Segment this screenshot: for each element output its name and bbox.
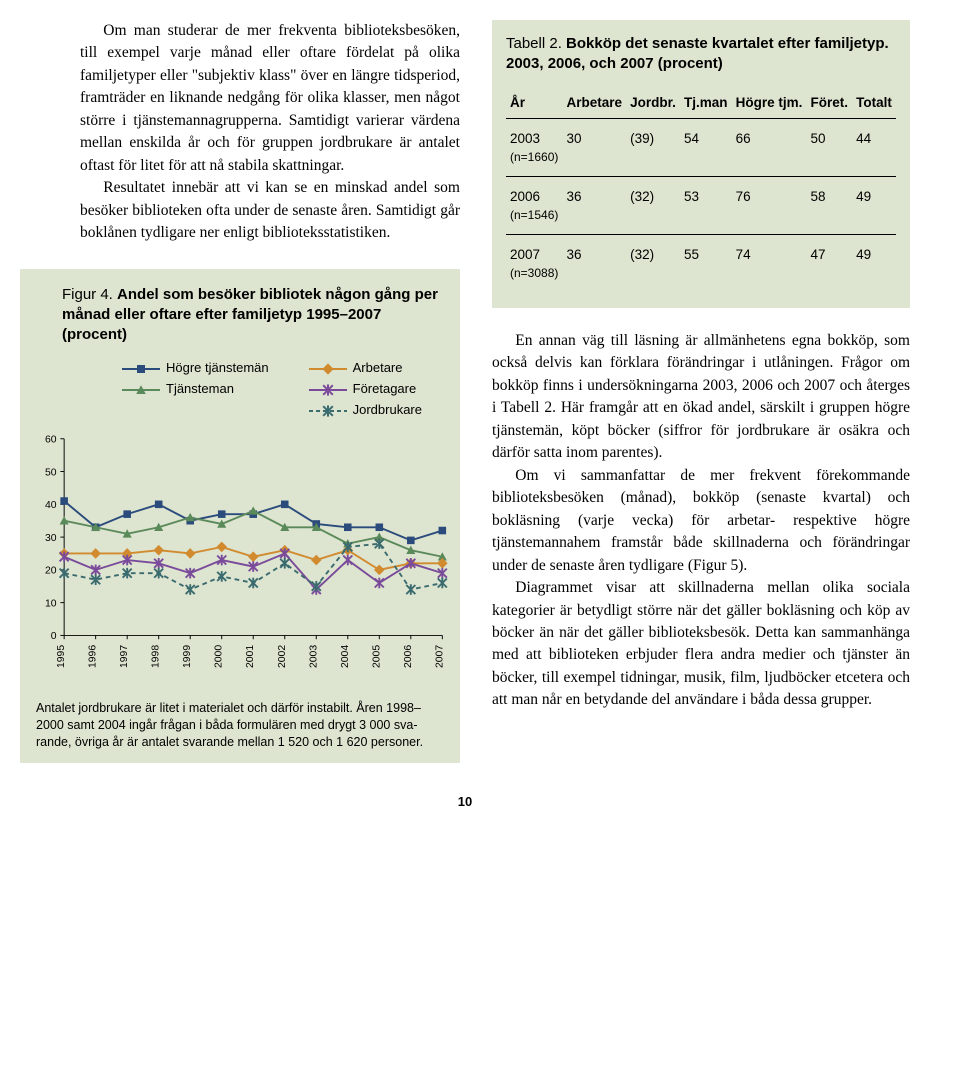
table-cell: 55 [680,234,732,291]
table-cell-year: 2003(n=1660) [506,119,562,177]
left-para-2: Resultatet innebär att vi kan se en mins… [80,177,460,244]
table-cell: 49 [852,177,896,235]
svg-text:20: 20 [45,566,57,577]
svg-text:1996: 1996 [88,645,99,668]
data-table: ÅrArbetareJordbr.Tj.manHögre tjm.Föret.T… [506,87,896,292]
table-cell: 53 [680,177,732,235]
svg-text:2005: 2005 [371,645,382,668]
left-body-text: Om man studerar de mer frekventa biblio­… [20,20,460,245]
svg-text:2003: 2003 [308,645,319,668]
legend-item: Jordbrukare [309,401,422,420]
table-cell: 58 [807,177,853,235]
svg-text:2000: 2000 [214,645,225,668]
table-cell: 36 [562,234,626,291]
table-row: 2006(n=1546)36(32)53765849 [506,177,896,235]
table-cell: 74 [732,234,807,291]
table-cell: (39) [626,119,680,177]
table-header-cell: Föret. [807,87,853,119]
figure-4-box: Figur 4. Andel som besöker bibliotek någ… [20,269,460,763]
right-para-1: En annan väg till läsning är allmänheten… [492,330,910,465]
table-cell: (32) [626,177,680,235]
table-label: Tabell 2. [506,35,562,52]
table-header-cell: Jordbr. [626,87,680,119]
svg-text:40: 40 [45,500,57,511]
svg-text:1997: 1997 [119,645,130,668]
table-cell: 50 [807,119,853,177]
right-body-text: En annan väg till läsning är allmänheten… [492,330,910,712]
svg-text:2006: 2006 [403,645,414,668]
right-para-3: Diagrammet visar att skillnaderna mellan… [492,577,910,712]
right-para-2: Om vi sammanfattar de mer frekvent före­… [492,465,910,577]
table-cell: 36 [562,177,626,235]
table-header-cell: Totalt [852,87,896,119]
line-chart-svg: 0 10 20 30 40 50 60 1995 1996 1997 1998 1999 2000 200… [32,426,448,686]
figure-title: Figur 4. Andel som besöker bibliotek någ… [32,285,448,346]
svg-text:1999: 1999 [182,645,193,668]
table-title-text: Bokköp det senaste kvartalet efter famil… [506,35,889,72]
table-cell-year: 2007(n=3088) [506,234,562,291]
figure-chart: 0 10 20 30 40 50 60 1995 1996 1997 1998 1999 2000 200… [32,426,448,686]
table-header-cell: Tj.man [680,87,732,119]
table-cell: (32) [626,234,680,291]
svg-text:10: 10 [45,598,57,609]
svg-text:30: 30 [45,533,57,544]
table-title: Tabell 2. Bokköp det senaste kvartalet e… [506,34,896,75]
table-2-box: Tabell 2. Bokköp det senaste kvartalet e… [492,20,910,308]
svg-text:1998: 1998 [151,645,162,668]
figure-title-text: Andel som besöker bibliotek någon gång p… [62,286,438,344]
legend-item: Arbetare [309,359,422,378]
left-para-1: Om man studerar de mer frekventa biblio­… [80,20,460,177]
table-cell: 49 [852,234,896,291]
table-cell: 54 [680,119,732,177]
table-row: 2003(n=1660)30(39)54665044 [506,119,896,177]
svg-text:2004: 2004 [340,645,351,668]
svg-text:2001: 2001 [245,645,256,668]
figure-legend: Högre tjänstemän Tjänsteman Arbetare För… [32,359,448,420]
legend-item: Högre tjänstemän [122,359,269,378]
svg-text:1995: 1995 [56,645,67,668]
table-header-cell: Högre tjm. [732,87,807,119]
table-cell: 76 [732,177,807,235]
table-cell: 30 [562,119,626,177]
table-cell-year: 2006(n=1546) [506,177,562,235]
table-cell: 47 [807,234,853,291]
legend-item: Tjänsteman [122,380,269,399]
legend-item: Företagare [309,380,422,399]
svg-text:60: 60 [45,435,57,446]
svg-text:2002: 2002 [277,645,288,668]
page-number: 10 [20,793,910,812]
table-header-cell: Arbetare [562,87,626,119]
svg-text:0: 0 [51,631,57,642]
figure-label: Figur 4. [62,286,113,303]
table-row: 2007(n=3088)36(32)55744749 [506,234,896,291]
table-cell: 44 [852,119,896,177]
figure-note: Antalet jordbrukare är litet i materiale… [32,700,448,751]
svg-text:50: 50 [45,467,57,478]
svg-text:2007: 2007 [434,645,445,668]
table-cell: 66 [732,119,807,177]
table-header-cell: År [506,87,562,119]
